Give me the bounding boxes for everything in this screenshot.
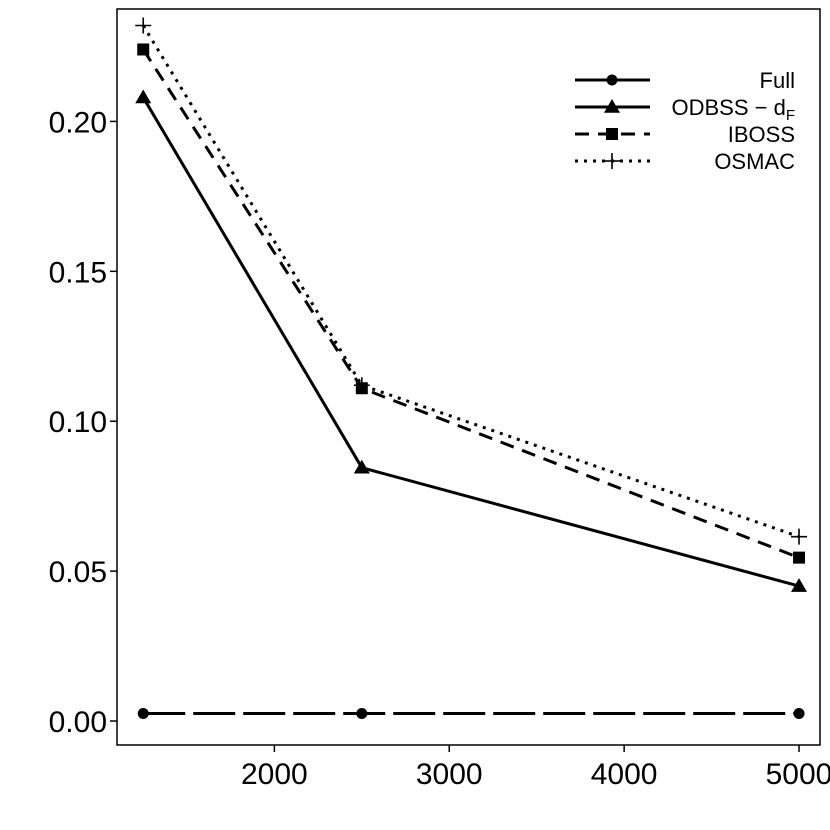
legend-label-name: Full bbox=[760, 68, 795, 93]
y-tick-label: 0.10 bbox=[49, 406, 107, 439]
series-line-osmac bbox=[141, 24, 800, 539]
legend-label: IBOSS bbox=[728, 122, 795, 147]
y-tick-label: 0.05 bbox=[49, 556, 107, 589]
data-point-odbss-triangle-marker bbox=[791, 578, 808, 592]
x-tick-label: 5000 bbox=[766, 758, 830, 791]
series-layer bbox=[135, 17, 808, 720]
legend-label-minus: − d bbox=[749, 95, 786, 120]
data-point-odbss-triangle-marker bbox=[353, 459, 370, 474]
series-line-iboss bbox=[141, 48, 800, 560]
y-axis: 0.00 0.05 0.10 0.15 0.20 bbox=[49, 106, 117, 739]
x-axis: 2000 3000 4000 5000 bbox=[241, 745, 830, 791]
legend-key-square-marker bbox=[606, 128, 618, 140]
legend-entry-full: Full bbox=[575, 68, 795, 93]
legend-label-name: IBOSS bbox=[728, 122, 795, 147]
y-tick-label: 0.15 bbox=[49, 256, 107, 289]
data-point-full-circle-marker bbox=[356, 708, 368, 720]
data-point-iboss-square-marker bbox=[137, 43, 150, 56]
legend-label-subscript: F bbox=[786, 107, 795, 124]
series-line-odbss bbox=[141, 96, 800, 588]
legend-label-name: OSMAC bbox=[714, 149, 795, 174]
series-full bbox=[137, 708, 805, 720]
series-odbss bbox=[135, 89, 808, 592]
data-point-full-circle-marker bbox=[137, 708, 149, 720]
x-tick-label: 4000 bbox=[591, 758, 658, 791]
legend-key-circle-marker bbox=[606, 74, 618, 86]
data-point-iboss-square-marker bbox=[793, 551, 806, 564]
data-point-osmac-plus-marker bbox=[353, 377, 370, 394]
legend-key-plus-marker bbox=[604, 153, 620, 169]
series-iboss bbox=[137, 43, 806, 564]
data-point-odbss-triangle-marker bbox=[135, 89, 152, 104]
legend-label: Full bbox=[760, 68, 795, 93]
y-tick-label: 0.00 bbox=[49, 706, 107, 739]
legend-label: ODBSS − dF bbox=[671, 95, 795, 124]
legend-label-name: ODBSS bbox=[671, 95, 748, 120]
data-point-osmac-plus-marker bbox=[135, 17, 152, 34]
y-tick-label: 0.20 bbox=[49, 106, 107, 139]
legend-entry-odbss: ODBSS − dF bbox=[575, 95, 795, 124]
data-point-full-circle-marker bbox=[793, 708, 805, 720]
legend-entry-osmac: OSMAC bbox=[575, 149, 795, 174]
legend-entry-iboss: IBOSS bbox=[575, 122, 795, 147]
x-tick-label: 3000 bbox=[416, 758, 483, 791]
legend-label: OSMAC bbox=[714, 149, 795, 174]
series-osmac bbox=[135, 17, 808, 545]
plot-panel bbox=[116, 8, 821, 746]
legend-key-triangle-marker bbox=[604, 99, 620, 113]
x-tick-label: 2000 bbox=[241, 758, 308, 791]
data-point-osmac-plus-marker bbox=[791, 528, 808, 545]
